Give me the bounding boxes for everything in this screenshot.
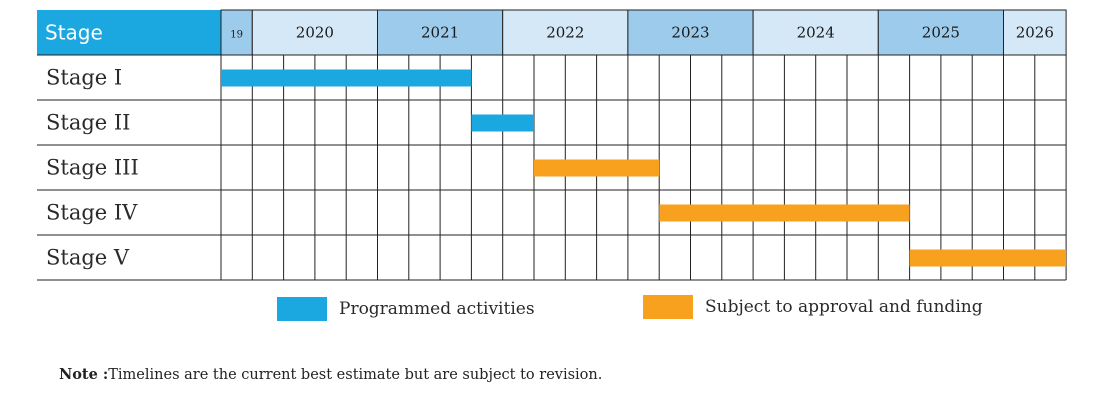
year-label-2021: 2021 (421, 24, 459, 42)
stage-label-1: Stage I (46, 66, 122, 90)
stage-label-2: Stage II (46, 111, 130, 135)
bar-subject-5 (909, 249, 1067, 267)
note-label: Note : (59, 366, 109, 383)
bar-programmed-2 (471, 114, 534, 132)
note: Note :Timelines are the current best est… (59, 366, 602, 383)
gantt-chart: Stage 19 2020 2021 2022 2023 2024 2025 2026 Stage… (37, 9, 1067, 281)
legend-item-programmed: Programmed activities (277, 296, 535, 322)
year-cell-2025 (877, 9, 1004, 56)
legend-swatch-subject (643, 295, 693, 319)
stage-label-4: Stage IV (46, 201, 138, 225)
legend-item-subject: Subject to approval and funding (643, 294, 983, 320)
year-label-2023: 2023 (671, 24, 709, 42)
year-cell-2019 (220, 9, 253, 56)
year-label-2024: 2024 (797, 24, 835, 42)
stage-label-3: Stage III (46, 156, 139, 180)
legend-swatch-programmed (277, 297, 327, 321)
bar-subject-3 (534, 159, 660, 177)
year-cell-2021 (377, 9, 504, 56)
header-stage-cell (37, 10, 221, 55)
year-cell-2020 (251, 9, 378, 56)
bar-programmed-1 (221, 69, 472, 87)
header-stage-label: Stage (45, 21, 103, 45)
year-label-2020: 2020 (296, 24, 334, 42)
year-label-2022: 2022 (546, 24, 584, 42)
year-label-2026: 2026 (1016, 24, 1054, 42)
bar-subject-4 (659, 204, 910, 222)
note-text: Timelines are the current best estimate … (108, 367, 603, 383)
legend-label-programmed: Programmed activities (339, 299, 535, 319)
year-label-2025: 2025 (922, 24, 960, 42)
legend-label-subject: Subject to approval and funding (705, 297, 983, 317)
year-cell-2026 (1003, 9, 1067, 56)
year-label-2019: 19 (230, 30, 243, 41)
stage-label-5: Stage V (46, 246, 130, 270)
